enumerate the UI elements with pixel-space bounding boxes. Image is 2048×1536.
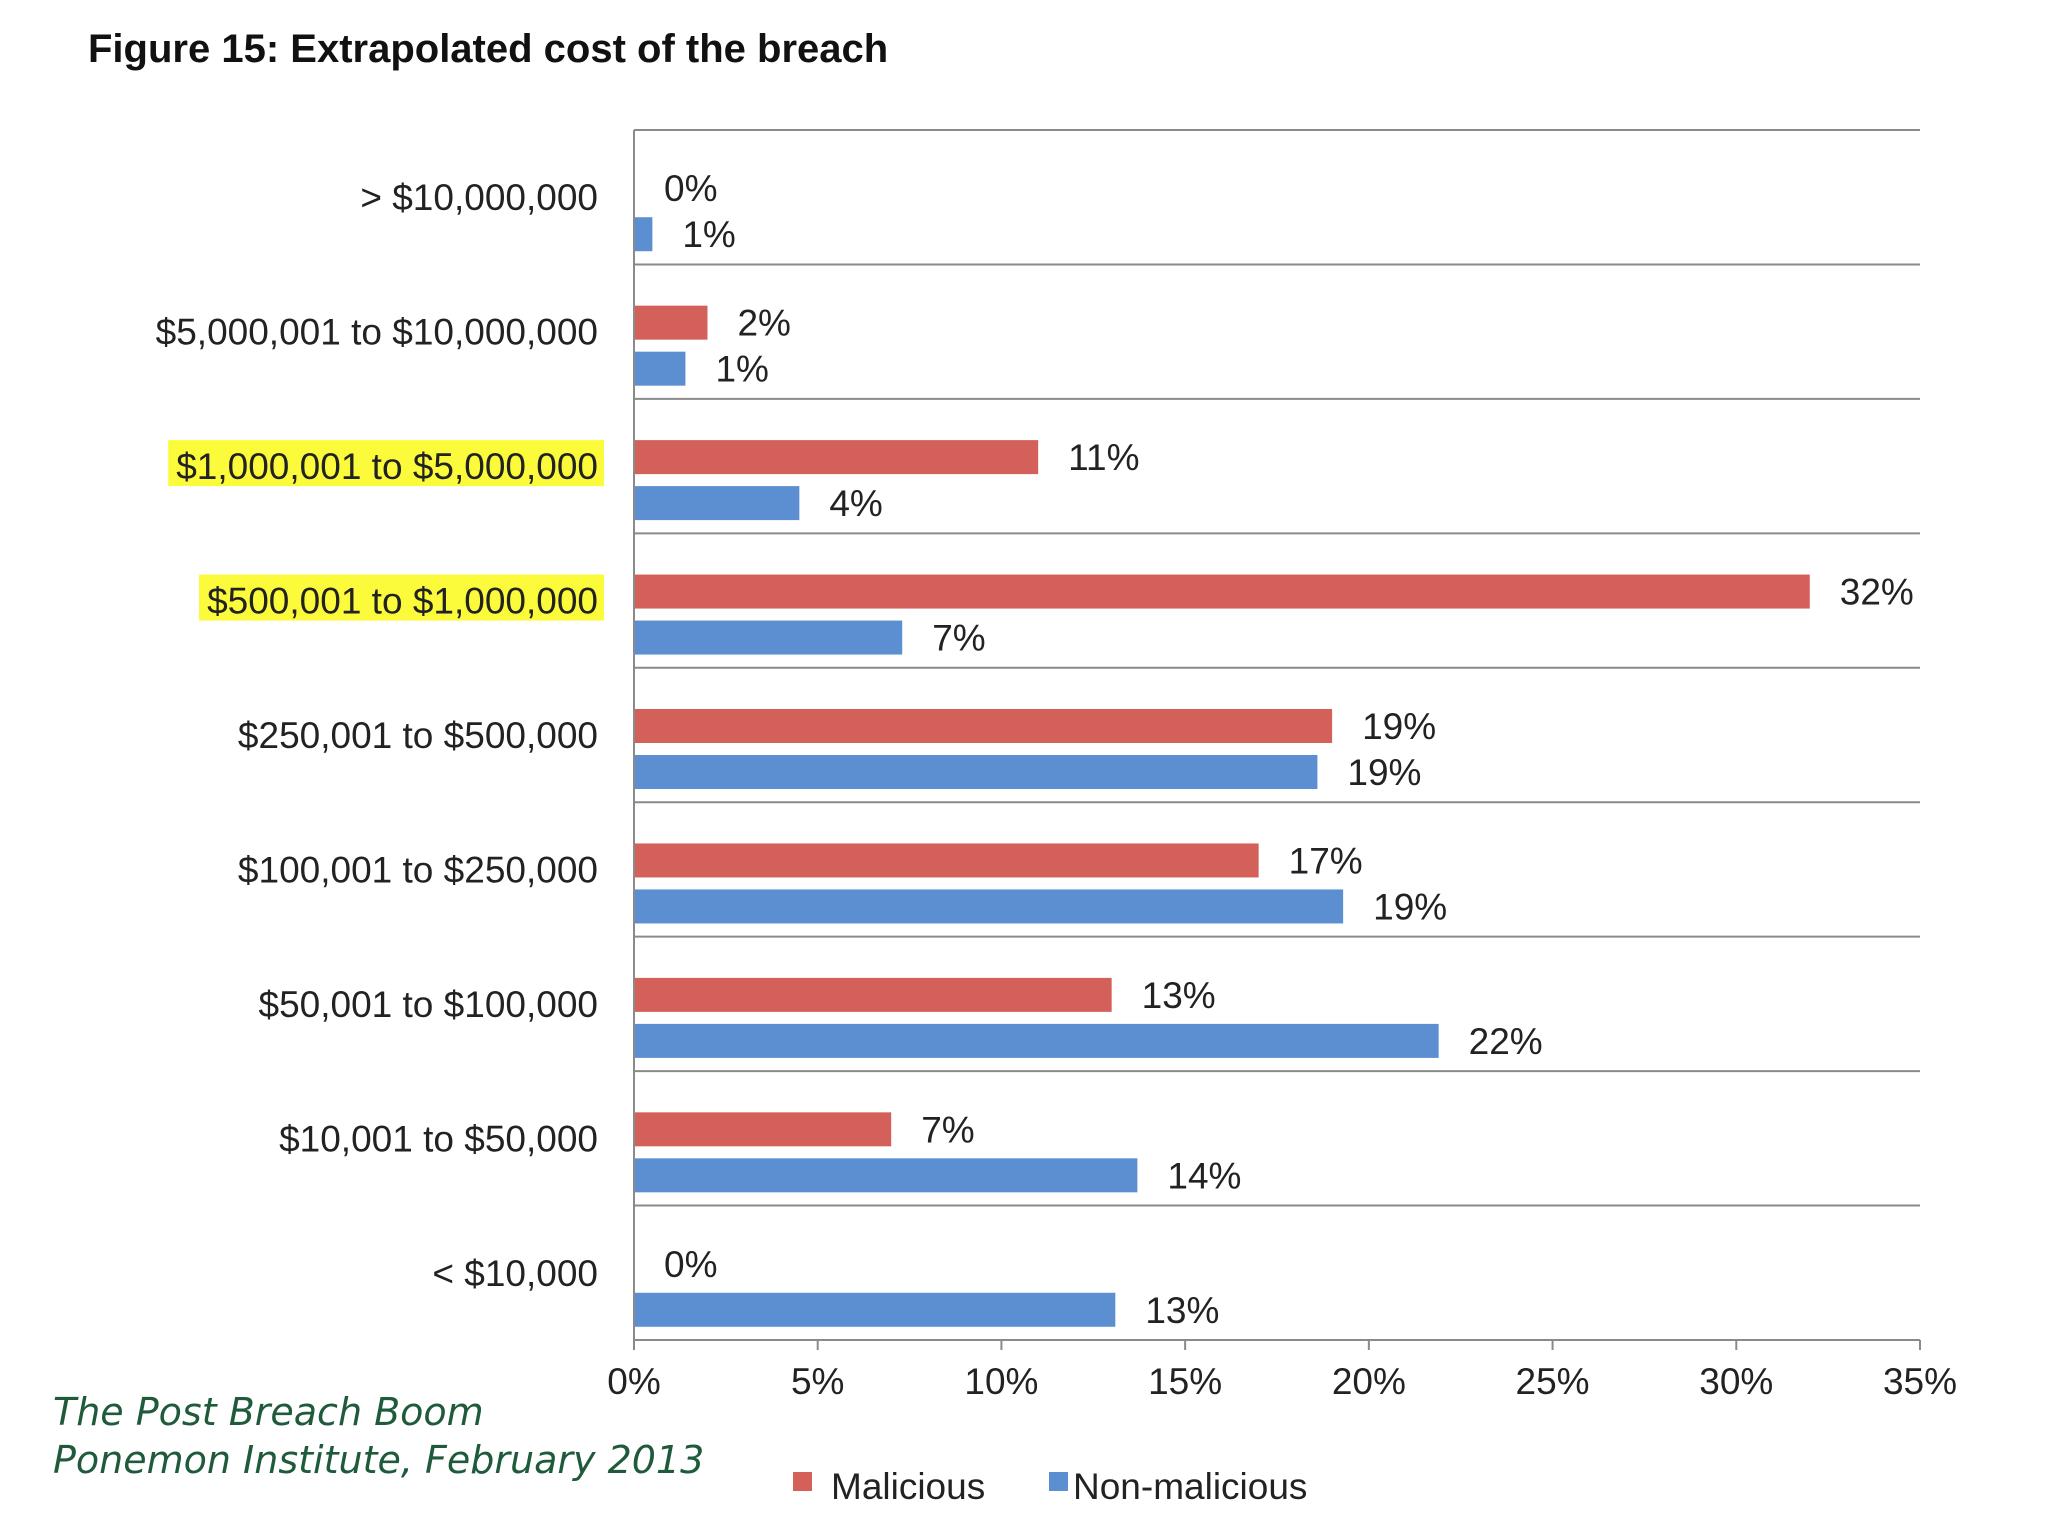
data-label-non-malicious-9: 13% xyxy=(1145,1290,1219,1331)
data-label-malicious-2: 2% xyxy=(737,303,790,344)
x-tick-label: 0% xyxy=(607,1361,660,1402)
x-tick-label: 25% xyxy=(1516,1361,1590,1402)
data-label-non-malicious-1: 1% xyxy=(682,214,735,255)
x-tick-label: 10% xyxy=(964,1361,1038,1402)
data-label-malicious-7: 13% xyxy=(1142,975,1216,1016)
category-labels: > $10,000,000 $5,000,001 to $10,000,000 $1… xyxy=(156,177,598,1294)
data-label-non-malicious-4: 7% xyxy=(932,618,985,659)
data-label-malicious-9: 0% xyxy=(664,1244,717,1285)
x-axis: 0% 5% 10% 15% 20% 25% 30% 35% xyxy=(607,130,1957,1402)
category-label-500-001-to-1-000-000: $500,001 to $1,000,000 xyxy=(207,581,598,622)
legend: Malicious Non-malicious xyxy=(793,1466,1307,1507)
data-label-non-malicious-5: 19% xyxy=(1347,752,1421,793)
value-labels: 0%1%2%1%11%4%32%7%19%19%17%19%13%22%7%14… xyxy=(664,168,1914,1331)
bar-non-malicious-5 xyxy=(634,755,1318,789)
category-highlight xyxy=(199,574,604,621)
bar-non-malicious-7 xyxy=(634,1023,1439,1058)
data-label-non-malicious-3: 4% xyxy=(829,483,882,524)
gridlines xyxy=(634,129,1920,1207)
legend-label-malicious: Malicious xyxy=(831,1466,985,1507)
legend-swatch-malicious xyxy=(793,1472,812,1491)
bar-non-malicious-8 xyxy=(634,1158,1138,1193)
bar-non-malicious-2 xyxy=(634,351,686,386)
x-tick-label: 20% xyxy=(1332,1361,1406,1402)
source-publisher: Ponemon Institute, February 2013 xyxy=(53,1438,704,1482)
bar-malicious-2 xyxy=(634,305,708,340)
bar-malicious-6 xyxy=(634,843,1259,878)
source-citation: The Post Breach Boom Ponemon Institute, … xyxy=(53,1390,704,1482)
category-label-10-000: < $10,000 xyxy=(432,1253,598,1294)
bar-non-malicious-9 xyxy=(634,1292,1116,1327)
category-label-250-001-to-500-000: $250,001 to $500,000 xyxy=(238,715,598,756)
data-label-malicious-4: 32% xyxy=(1840,572,1914,613)
x-tick-label: 5% xyxy=(791,1361,844,1402)
category-highlight xyxy=(168,440,604,487)
legend-label-non-malicious: Non-malicious xyxy=(1073,1466,1307,1507)
category-label-100-001-to-250-000: $100,001 to $250,000 xyxy=(238,849,598,890)
data-label-non-malicious-8: 14% xyxy=(1167,1155,1241,1196)
bar-non-malicious-4 xyxy=(634,620,903,655)
bar-non-malicious-1 xyxy=(634,217,653,252)
category-highlights xyxy=(168,440,604,621)
category-label-10-000-000: > $10,000,000 xyxy=(360,177,598,218)
data-label-non-malicious-2: 1% xyxy=(715,349,768,390)
category-label-5-000-001-to-10-000-000: $5,000,001 to $10,000,000 xyxy=(156,312,598,353)
bar-non-malicious-6 xyxy=(634,889,1344,924)
data-label-malicious-8: 7% xyxy=(921,1109,974,1150)
source-title: The Post Breach Boom xyxy=(53,1390,484,1434)
bar-malicious-5 xyxy=(634,709,1333,743)
bars xyxy=(634,217,1810,1327)
bar-malicious-7 xyxy=(634,977,1112,1012)
bar-malicious-4 xyxy=(634,574,1810,609)
bar-malicious-3 xyxy=(634,440,1039,475)
data-label-non-malicious-7: 22% xyxy=(1469,1021,1543,1062)
category-label-1-000-001-to-5-000-000: $1,000,001 to $5,000,000 xyxy=(176,446,598,487)
bar-malicious-8 xyxy=(634,1112,892,1147)
data-label-malicious-6: 17% xyxy=(1289,840,1363,881)
bar-non-malicious-3 xyxy=(634,486,800,521)
chart-title: Figure 15: Extrapolated cost of the brea… xyxy=(88,27,888,71)
data-label-malicious-3: 11% xyxy=(1068,437,1139,478)
data-label-malicious-5: 19% xyxy=(1362,706,1436,747)
data-label-malicious-1: 0% xyxy=(664,168,717,209)
category-label-50-001-to-100-000: $50,001 to $100,000 xyxy=(259,984,599,1025)
legend-swatch-non-malicious xyxy=(1049,1472,1068,1491)
x-tick-label: 15% xyxy=(1148,1361,1222,1402)
category-label-10-001-to-50-000: $10,001 to $50,000 xyxy=(279,1118,598,1159)
x-tick-label: 35% xyxy=(1883,1361,1957,1402)
data-label-non-malicious-6: 19% xyxy=(1373,886,1447,927)
x-tick-label: 30% xyxy=(1699,1361,1773,1402)
